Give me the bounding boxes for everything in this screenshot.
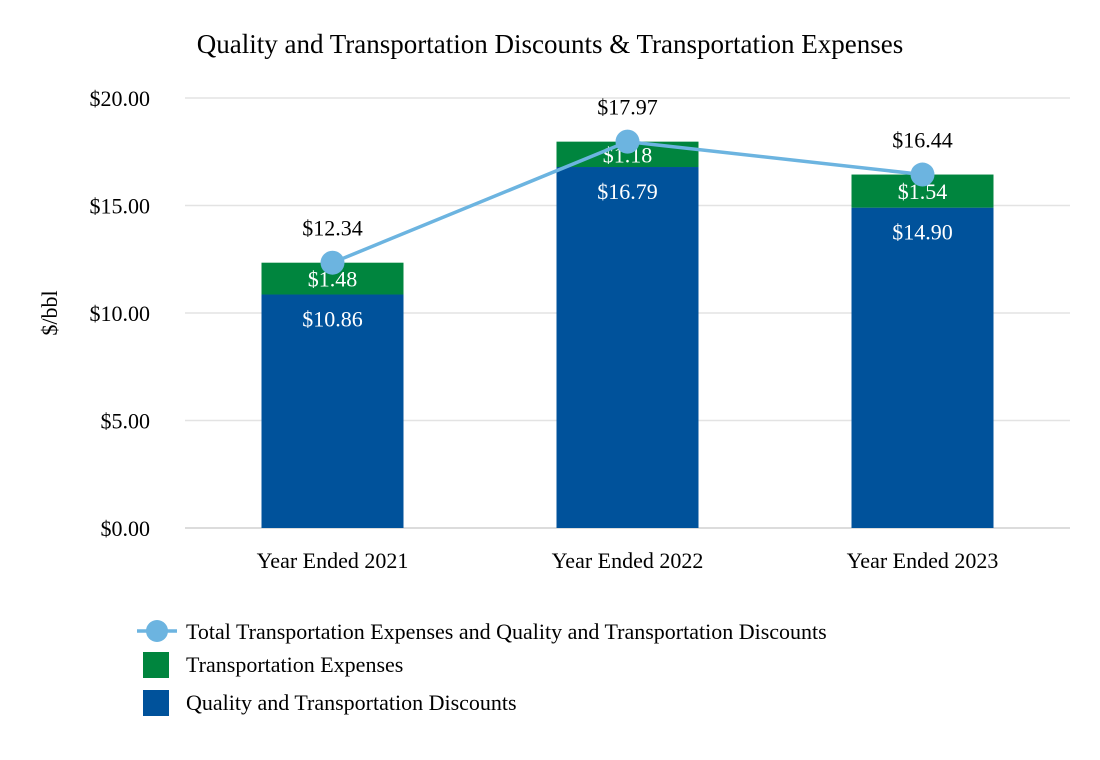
legend-swatch — [143, 652, 169, 678]
total-line-series: $12.34 $17.97 $16.44 — [302, 95, 953, 275]
y-axis-label: $/bbl — [37, 290, 62, 335]
bar-quality-discounts — [556, 167, 699, 528]
x-tick-label: Year Ended 2021 — [257, 548, 409, 573]
legend-label: Transportation Expenses — [186, 652, 403, 677]
chart-title: Quality and Transportation Discounts & T… — [197, 29, 903, 59]
x-tick-label: Year Ended 2023 — [847, 548, 999, 573]
legend: Total Transportation Expenses and Qualit… — [137, 619, 827, 716]
legend-label: Total Transportation Expenses and Qualit… — [186, 619, 827, 644]
bar-quality-discounts — [851, 207, 994, 528]
y-tick-label: $0.00 — [101, 516, 151, 541]
y-axis-ticks: $0.00 $5.00 $10.00 $15.00 $20.00 — [90, 86, 151, 541]
total-point — [320, 250, 345, 275]
y-tick-label: $20.00 — [90, 86, 151, 111]
total-data-label: $12.34 — [302, 216, 363, 241]
x-axis-ticks: Year Ended 2021 Year Ended 2022 Year Ended… — [257, 548, 999, 573]
total-data-label: $17.97 — [597, 95, 658, 120]
total-point — [615, 129, 640, 154]
x-tick-label: Year Ended 2022 — [552, 548, 704, 573]
bars: $10.86$1.48$16.79$1.18$14.90$1.54 — [261, 141, 994, 528]
bar-data-label: $10.86 — [302, 307, 363, 332]
legend-label: Quality and Transportation Discounts — [186, 690, 517, 715]
bar-quality-discounts — [261, 294, 404, 528]
y-tick-label: $5.00 — [101, 409, 151, 434]
bar-data-label: $16.79 — [597, 179, 658, 204]
y-tick-label: $15.00 — [90, 194, 151, 219]
total-point — [910, 162, 935, 187]
y-tick-label: $10.00 — [90, 301, 151, 326]
total-data-label: $16.44 — [892, 128, 953, 153]
legend-swatch — [143, 690, 169, 716]
bar-data-label: $14.90 — [892, 220, 953, 245]
legend-point-marker — [146, 620, 168, 642]
